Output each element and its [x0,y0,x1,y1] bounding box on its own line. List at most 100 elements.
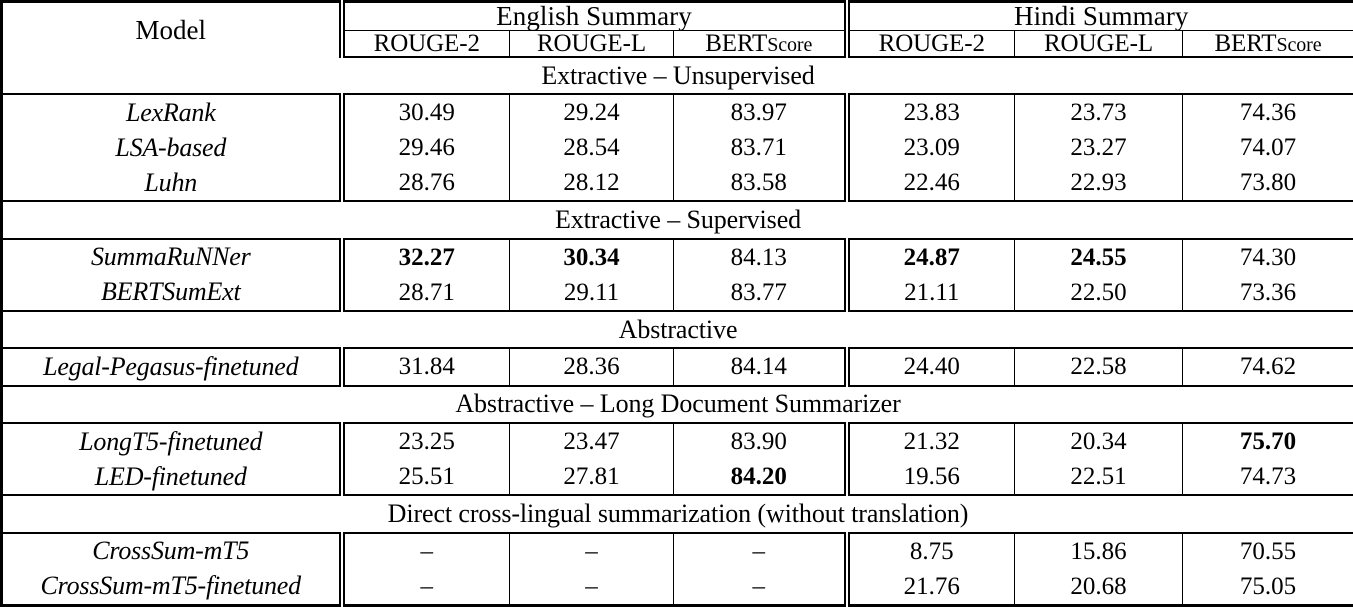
table-row: BERTSumExt 28.71 29.11 83.77 21.11 22.50 73.36 [0,274,1353,311]
header-metric-en-rouge2: ROUGE-2 [338,30,510,58]
cell-en-rougel: 27.81 [509,459,674,496]
cell-hi-bertscore: 74.36 [1181,94,1353,131]
cell-hi-bertscore: 75.05 [1181,568,1353,607]
cell-hi-bertscore: 74.07 [1181,130,1353,166]
cell-en-rougel: 28.54 [509,130,674,166]
section-title: Abstractive [0,309,1353,350]
header-metric-hi-bertscore: BERTScore [1181,30,1353,58]
cell-en-bertscore: – [673,532,847,569]
cell-hi-bertscore: 74.30 [1181,238,1353,275]
table-row: CrossSum-mT5– – –8.75 15.86 70.55 [0,532,1353,569]
cell-en-rougel: – [509,532,674,569]
cell-hi-rougel: 23.73 [1014,94,1183,131]
bertscore-suffix: Score [1276,34,1322,56]
cell-hi-rougel: 20.68 [1014,568,1183,607]
cell-hi-rougel: 22.93 [1014,165,1183,202]
bertscore-suffix: Score [767,34,813,56]
bertscore-prefix: BERT [1214,30,1277,57]
header-metric-en-rougel: ROUGE-L [509,30,674,58]
row-model-name: SummaRuNNer [0,238,342,275]
cell-hi-bertscore: 70.55 [1181,532,1353,569]
header-group-hindi: Hindi Summary [843,0,1353,31]
section-header-row: Extractive – Supervised [0,200,1353,240]
cell-en-rouge2: 23.25 [338,423,510,460]
table-row: LexRank 30.49 29.24 83.97 23.83 23.73 74.36 [0,94,1353,131]
cell-hi-rougel: 15.86 [1014,532,1183,569]
cell-hi-rougel: 20.34 [1014,423,1183,460]
section-title: Abstractive – Long Document Summarizer [0,384,1353,425]
cell-hi-rouge2: 22.46 [843,165,1015,202]
table-body: Extractive – Unsupervised LexRank 30.49 29.… [0,57,1353,607]
cell-en-bertscore: 84.20 [673,459,847,496]
row-model-name: CrossSum-mT5-finetuned [0,568,342,607]
cell-en-rouge2: 28.76 [338,165,510,202]
section-header-row: Abstractive – Long Document Summarizer [0,384,1353,425]
row-model-name: BERTSumExt [0,274,342,311]
row-model-name: LED-finetuned [0,459,342,496]
table-row: LED-finetuned 25.51 27.81 84.20 19.56 22.51 74… [0,459,1353,496]
cell-en-rougel: – [509,568,674,607]
header-metric-hi-rouge2: ROUGE-2 [843,30,1015,58]
cell-hi-bertscore: 74.62 [1181,348,1353,386]
cell-en-rougel: 28.12 [509,165,674,202]
cell-en-rouge2: 29.46 [338,130,510,166]
cell-hi-rouge2: 21.32 [843,423,1015,460]
cell-hi-rouge2: 8.75 [843,532,1015,569]
row-model-name: Legal-Pegasus-finetuned [0,348,342,386]
cell-hi-rouge2: 23.09 [843,130,1015,166]
section-header-row: Direct cross-lingual summarization (with… [0,494,1353,534]
cell-hi-rougel: 22.50 [1014,274,1183,311]
cell-hi-rougel: 22.58 [1014,348,1183,386]
cell-en-bertscore: 84.13 [673,238,847,275]
cell-en-bertscore: – [673,568,847,607]
cell-en-rouge2: – [338,532,510,569]
cell-en-rouge2: 25.51 [338,459,510,496]
bertscore-prefix: BERT [705,30,768,57]
cell-en-rougel: 29.24 [509,94,674,131]
cell-en-bertscore: 84.14 [673,348,847,386]
cell-en-bertscore: 83.77 [673,274,847,311]
cell-en-rougel: 28.36 [509,348,674,386]
cell-hi-rouge2: 19.56 [843,459,1015,496]
row-model-name: Luhn [0,165,342,202]
cell-en-bertscore: 83.97 [673,94,847,131]
cell-en-rouge2: 30.49 [338,94,510,131]
row-model-name: LexRank [0,94,342,131]
header-model: Model [0,0,342,57]
cell-hi-rouge2: 21.76 [843,568,1015,607]
table-row: LongT5-finetuned 23.25 23.47 83.90 21.32 20.3… [0,423,1353,460]
header-metric-en-bertscore: BERTScore [673,30,847,58]
cell-en-rouge2: 32.27 [338,238,510,275]
cell-hi-rouge2: 24.40 [843,348,1015,386]
section-header-row: Abstractive [0,309,1353,350]
cell-hi-rougel: 24.55 [1014,238,1183,275]
table-row: Legal-Pegasus-finetuned 31.84 28.36 84.14 24… [0,348,1353,386]
cell-en-rouge2: 28.71 [338,274,510,311]
table-row: LSA-based 29.46 28.54 83.71 23.09 23.27 74.07 [0,130,1353,166]
cell-hi-bertscore: 73.36 [1181,274,1353,311]
section-title: Direct cross-lingual summarization (with… [0,494,1353,534]
cell-en-bertscore: 83.58 [673,165,847,202]
cell-hi-rouge2: 24.87 [843,238,1015,275]
cell-hi-bertscore: 74.73 [1181,459,1353,496]
cell-en-rougel: 23.47 [509,423,674,460]
table-row: SummaRuNNer 32.27 30.34 84.13 24.87 24.55 74.3… [0,238,1353,275]
cell-en-bertscore: 83.90 [673,423,847,460]
header-metric-hi-rougel: ROUGE-L [1014,30,1183,58]
cell-en-bertscore: 83.71 [673,130,847,166]
row-model-name: LongT5-finetuned [0,423,342,460]
row-model-name: CrossSum-mT5 [0,532,342,569]
header-row-groups: Model English Summary Hindi Summary [0,0,1353,57]
cell-hi-bertscore: 75.70 [1181,423,1353,460]
cell-hi-rouge2: 23.83 [843,94,1015,131]
cell-en-rougel: 29.11 [509,274,674,311]
header-row-metrics: ROUGE-2 ROUGE-L BERTScore ROUGE-2 ROUGE-… [2,30,1353,58]
table-row: Luhn 28.76 28.12 83.58 22.46 22.93 73.80 [0,165,1353,202]
header-group-english: English Summary [338,0,847,31]
cell-hi-bertscore: 73.80 [1181,165,1353,202]
table-row: CrossSum-mT5-finetuned – – –21.76 20.68 75.05 [0,568,1353,607]
cell-hi-rougel: 23.27 [1014,130,1183,166]
section-title: Extractive – Unsupervised [0,57,1353,96]
